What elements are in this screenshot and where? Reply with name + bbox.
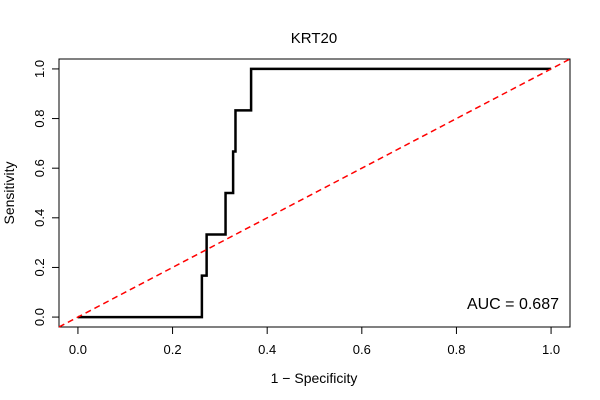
y-tick-label: 0.0	[32, 308, 47, 326]
y-tick-label: 0.4	[32, 209, 47, 227]
y-axis-title: Sensitivity	[1, 161, 17, 224]
x-tick-label: 0.2	[164, 342, 182, 357]
y-tick-label: 0.6	[32, 159, 47, 177]
series-layer	[58, 58, 571, 328]
y-tick-label: 0.8	[32, 110, 47, 128]
x-tick-label: 0.8	[447, 342, 465, 357]
x-axis-title: 1 − Specificity	[271, 370, 358, 386]
chart-title: KRT20	[291, 30, 337, 47]
y-tick-label: 0.2	[32, 258, 47, 276]
roc-curve	[77, 67, 552, 319]
x-tick-label: 0.4	[258, 342, 276, 357]
x-tick-label: 0.6	[353, 342, 371, 357]
x-tick-label: 1.0	[542, 342, 560, 357]
x-axis: 0.0 0.2 0.4 0.6 0.8 1.0	[69, 326, 560, 357]
auc-annotation: AUC = 0.687	[467, 296, 559, 313]
y-axis: 0.0 0.2 0.4 0.6 0.8 1.0	[32, 60, 60, 326]
x-tick-label: 0.0	[69, 342, 87, 357]
reference-diagonal-line	[58, 58, 571, 328]
y-tick-label: 1.0	[32, 60, 47, 78]
